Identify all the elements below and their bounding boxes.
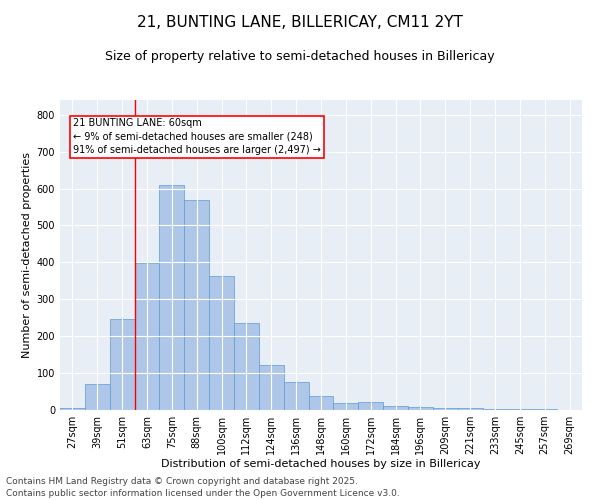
Bar [234,322,259,410]
Bar [358,402,383,410]
Text: 21, BUNTING LANE, BILLERICAY, CM11 2YT: 21, BUNTING LANE, BILLERICAY, CM11 2YT [137,15,463,30]
Bar [458,408,482,410]
Bar [284,382,308,410]
Text: 21 BUNTING LANE: 60sqm
← 9% of semi-detached houses are smaller (248)
91% of sem: 21 BUNTING LANE: 60sqm ← 9% of semi-deta… [73,118,321,155]
Bar [259,364,284,410]
Bar [184,200,209,410]
Bar [433,408,458,410]
Text: Contains HM Land Registry data © Crown copyright and database right 2025.
Contai: Contains HM Land Registry data © Crown c… [6,476,400,498]
Text: Size of property relative to semi-detached houses in Billericay: Size of property relative to semi-detach… [105,50,495,63]
Bar [110,319,134,410]
Bar [482,409,508,410]
Bar [308,396,334,410]
Bar [383,406,408,410]
Bar [508,409,532,410]
Bar [160,185,184,410]
Bar [134,264,160,410]
Bar [408,408,433,410]
Bar [334,402,358,410]
Y-axis label: Number of semi-detached properties: Number of semi-detached properties [22,152,32,358]
X-axis label: Distribution of semi-detached houses by size in Billericay: Distribution of semi-detached houses by … [161,458,481,468]
Bar [209,276,234,410]
Bar [85,384,110,410]
Bar [60,408,85,410]
